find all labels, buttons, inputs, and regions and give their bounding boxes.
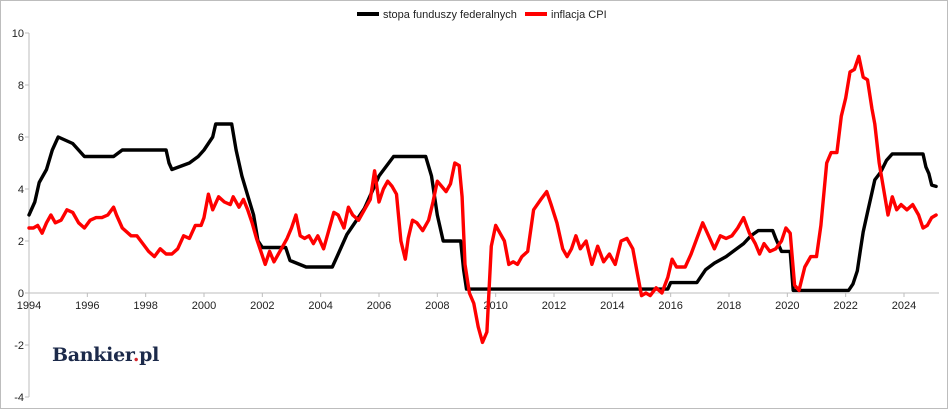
series-layer xyxy=(27,54,938,345)
legend: stopa funduszy federalnych inflacja CPI xyxy=(357,9,607,21)
legend-label-fed: stopa funduszy federalnych xyxy=(383,9,517,21)
x-tick-label: 2006 xyxy=(367,300,391,312)
y-tick-label: -4 xyxy=(14,392,24,404)
x-tick-label: 2022 xyxy=(833,300,857,312)
x-tick-label: 1994 xyxy=(17,300,41,312)
x-tick-label: 1998 xyxy=(133,300,157,312)
y-tick-label: 0 xyxy=(18,288,24,300)
x-tick-label: 2008 xyxy=(425,300,449,312)
x-tick-label: 2004 xyxy=(308,300,332,312)
series-line-fed xyxy=(27,122,938,293)
logo-text-bankier: Bankier xyxy=(52,344,133,366)
x-tick-label: 2016 xyxy=(658,300,682,312)
bankier-logo: Bankier.pl xyxy=(52,344,159,366)
y-tick-label: 6 xyxy=(18,132,24,144)
x-tick-label: 2020 xyxy=(775,300,799,312)
y-tick-label: 8 xyxy=(18,80,24,92)
y-tick-label: -2 xyxy=(14,340,24,352)
y-tick-label: 10 xyxy=(12,28,24,40)
y-tick-label: 4 xyxy=(18,184,24,196)
x-tick-label: 2012 xyxy=(542,300,566,312)
x-tick-label: 2014 xyxy=(600,300,624,312)
series-line-cpi xyxy=(27,54,938,345)
x-tick-label: 2024 xyxy=(892,300,916,312)
x-tick-label: 1996 xyxy=(75,300,99,312)
x-tick-label: 2018 xyxy=(717,300,741,312)
logo-dot: . xyxy=(132,344,140,366)
logo-text-pl: pl xyxy=(139,344,160,366)
y-tick-label: 2 xyxy=(18,236,24,248)
x-tick-label: 2000 xyxy=(192,300,216,312)
legend-label-cpi: inflacja CPI xyxy=(551,9,607,21)
x-tick-label: 2002 xyxy=(250,300,274,312)
